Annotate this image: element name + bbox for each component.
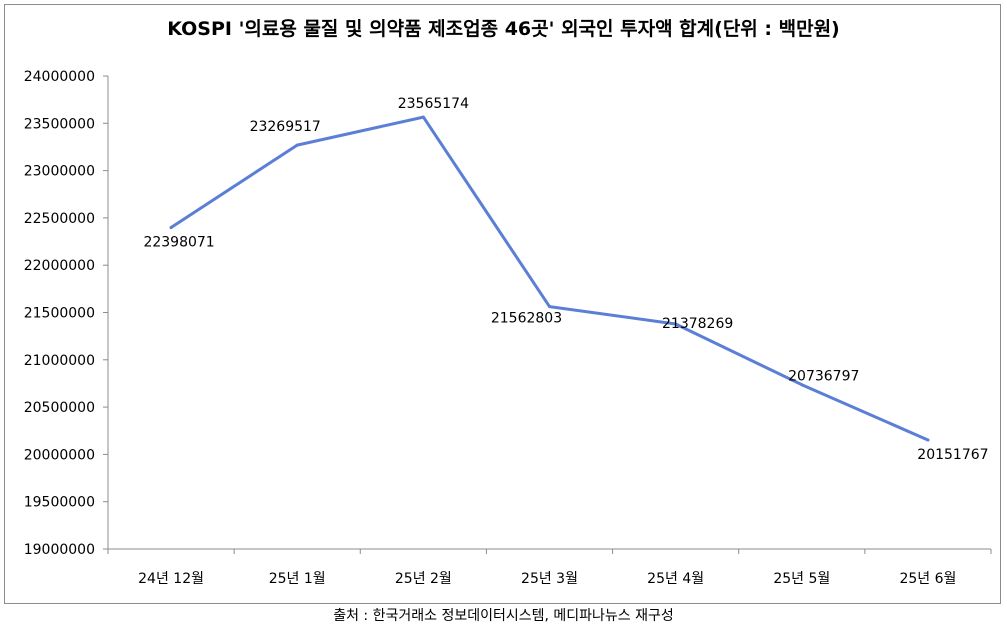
y-tick-label: 20000000 (24, 447, 95, 463)
x-tick-label: 25년 4월 (647, 571, 704, 587)
y-tick-label: 19500000 (24, 495, 95, 511)
data-label: 22398071 (143, 235, 214, 251)
y-tick-label: 24000000 (24, 69, 95, 85)
data-point (169, 226, 173, 230)
data-label: 23565174 (398, 96, 469, 112)
y-tick-label: 20500000 (24, 400, 95, 416)
data-label: 21562803 (491, 311, 562, 327)
data-point (421, 115, 425, 119)
data-label: 23269517 (250, 119, 321, 135)
y-tick-label: 22500000 (24, 211, 95, 227)
x-tick-label: 25년 3월 (521, 571, 578, 587)
data-label: 21378269 (662, 316, 733, 332)
data-point (674, 322, 678, 326)
data-point (295, 143, 299, 147)
data-label: 20151767 (917, 447, 988, 463)
x-tick-label: 24년 12월 (138, 571, 204, 587)
y-tick-label: 21500000 (24, 306, 95, 322)
data-point (800, 383, 804, 387)
source-note: 출처 : 한국거래소 정보데이터시스템, 메디파나뉴스 재구성 (333, 608, 674, 624)
chart-frame (4, 4, 1001, 604)
y-tick-label: 23500000 (24, 116, 95, 132)
x-tick-label: 25년 1월 (269, 571, 326, 587)
data-point (548, 305, 551, 309)
series-line (169, 115, 930, 442)
y-tick-label: 21000000 (24, 353, 95, 369)
x-tick-label: 25년 6월 (899, 571, 956, 587)
data-label: 20736797 (788, 369, 859, 385)
y-tick-label: 19000000 (24, 542, 95, 558)
y-tick-label: 23000000 (24, 164, 95, 180)
x-tick-label: 25년 5월 (773, 571, 830, 587)
y-tick-label: 22000000 (24, 258, 95, 274)
data-point (926, 438, 930, 442)
chart-title: KOSPI '의료용 물질 및 의약품 제조업종 46곳' 외국인 투자액 합계… (167, 18, 840, 40)
x-tick-label: 25년 2월 (395, 571, 452, 587)
